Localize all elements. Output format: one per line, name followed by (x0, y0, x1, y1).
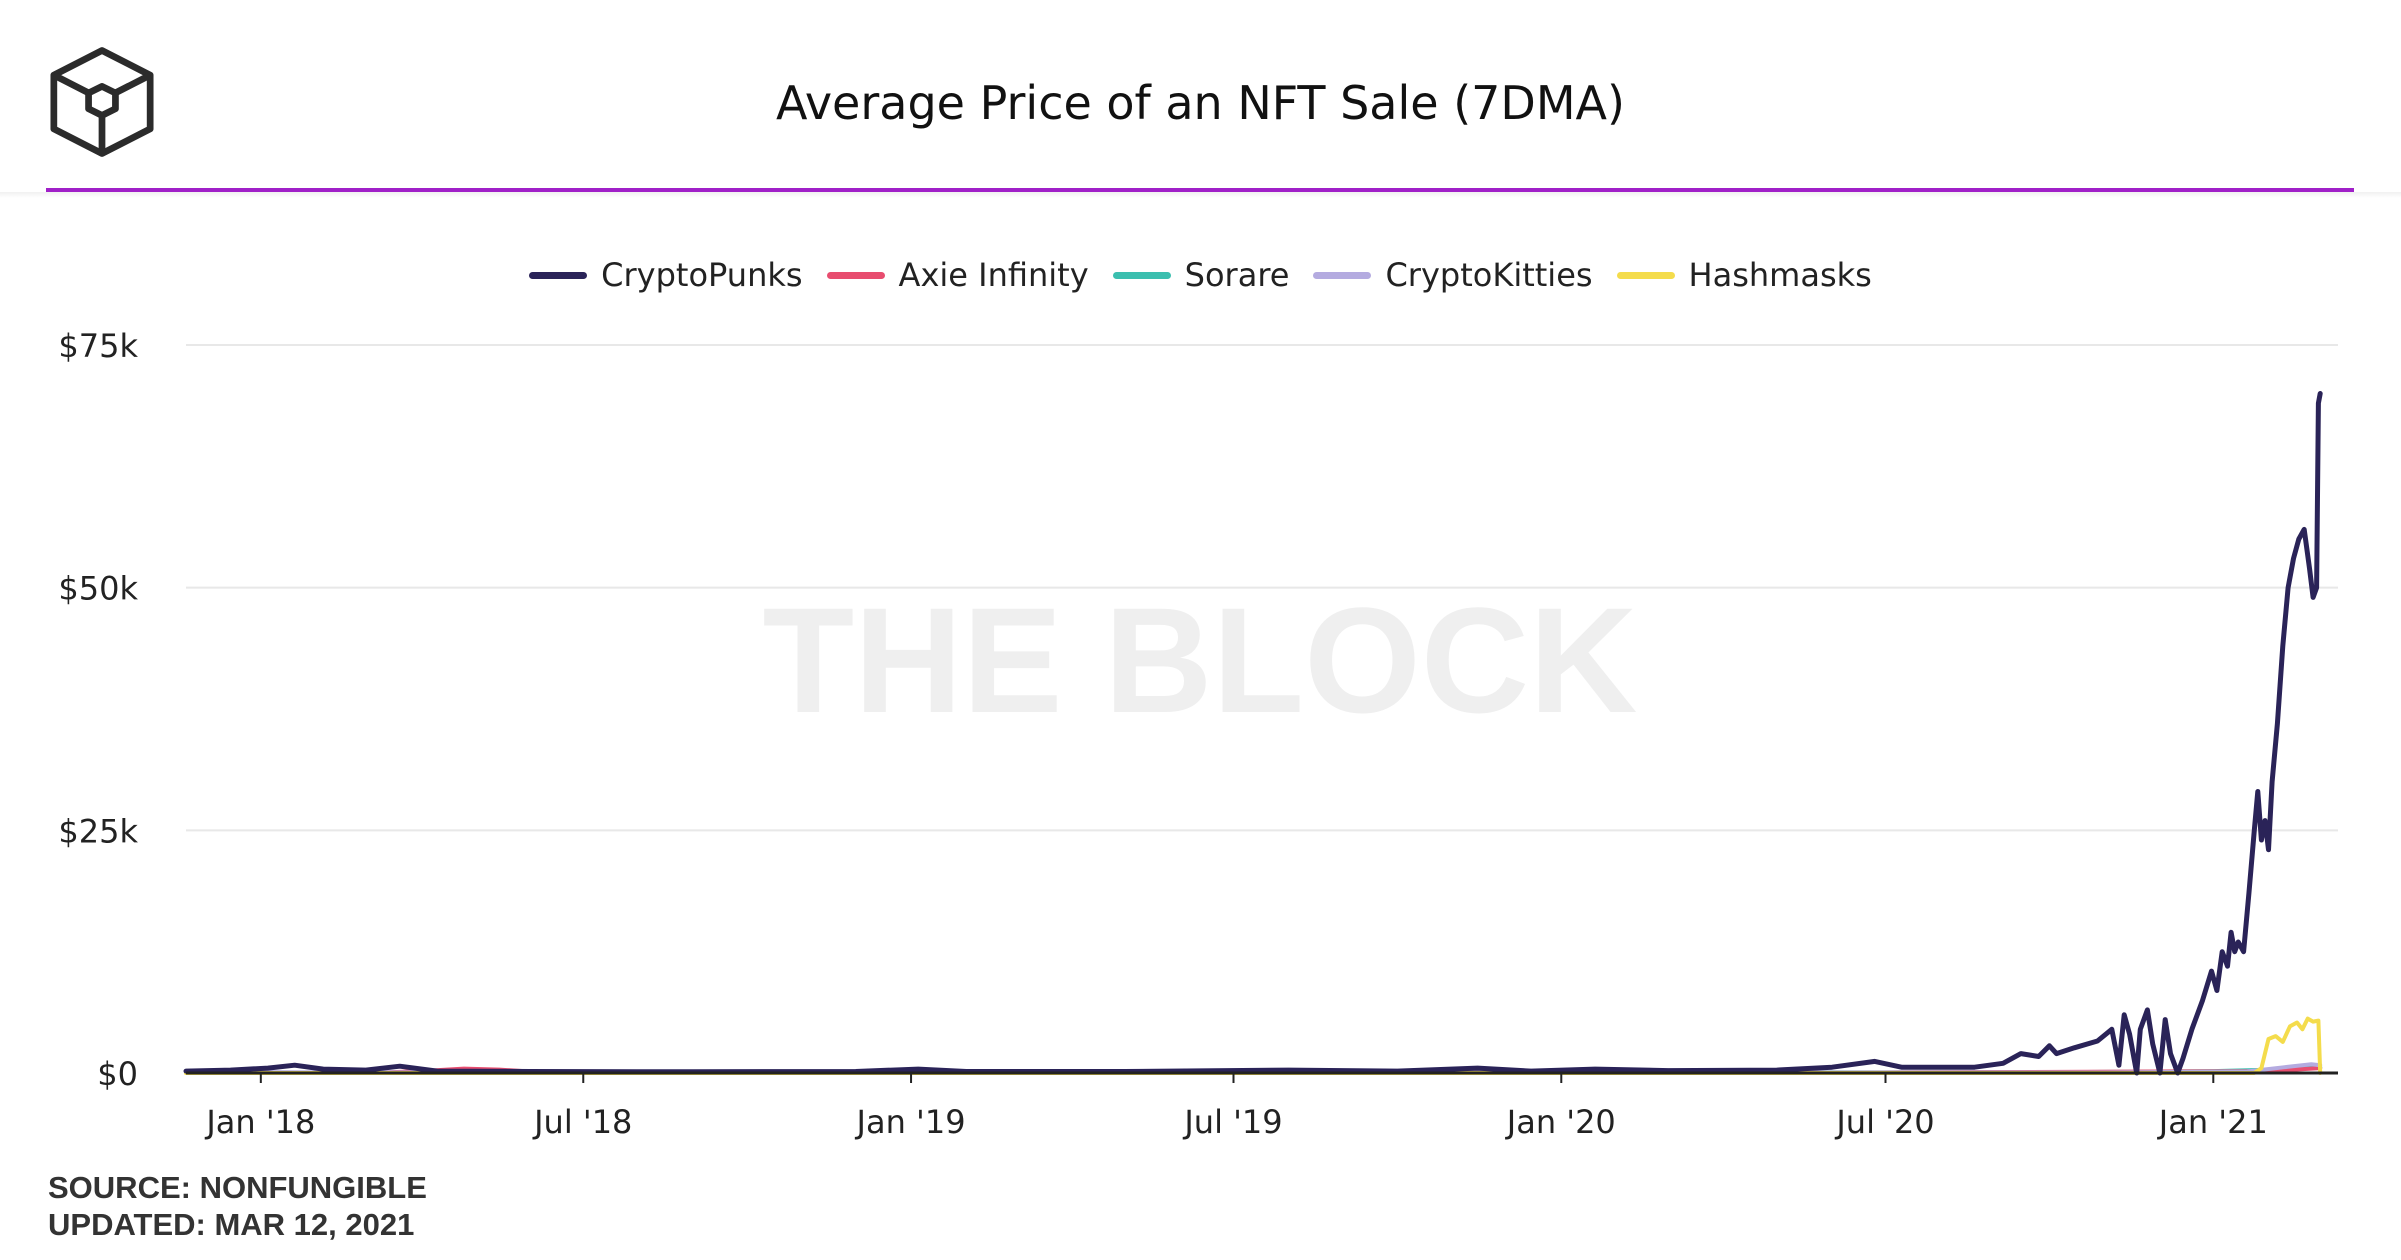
legend-item-hashmasks[interactable]: Hashmasks (1616, 256, 1872, 294)
legend-label-hashmasks: Hashmasks (1688, 256, 1872, 294)
legend-item-axie-infinity[interactable]: Axie Infinity (826, 256, 1089, 294)
watermark: THE BLOCK (763, 576, 1638, 744)
y-tick-label: $0 (97, 1055, 138, 1093)
x-tick-label: Jan '20 (1505, 1103, 1616, 1141)
legend-swatch-cryptokitties (1313, 271, 1372, 279)
legend-swatch-sorare (1112, 271, 1171, 279)
chart-legend: CryptoPunks Axie Infinity Sorare CryptoK… (0, 256, 2401, 294)
chart-title: Average Price of an NFT Sale (7DMA) (776, 76, 1625, 130)
the-block-cube-logo-icon (50, 47, 154, 157)
source-note: SOURCE: NONFUNGIBLE (48, 1170, 427, 1205)
series-line-hashmasks (184, 1016, 2323, 1075)
x-tick-label: Jan '21 (2157, 1103, 2268, 1141)
legend-item-cryptokitties[interactable]: CryptoKitties (1313, 256, 1593, 294)
legend-swatch-axie-infinity (826, 271, 885, 279)
legend-swatch-cryptopunks (529, 271, 588, 279)
updated-note: UPDATED: MAR 12, 2021 (48, 1207, 415, 1242)
y-tick-label: $25k (58, 812, 138, 850)
y-tick-label: $75k (58, 327, 138, 365)
legend-label-sorare: Sorare (1184, 256, 1290, 294)
header-shadow (0, 192, 2401, 198)
legend-label-axie-infinity: Axie Infinity (898, 256, 1089, 294)
legend-swatch-hashmasks (1616, 271, 1675, 279)
x-tick-label: Jul '18 (532, 1103, 632, 1141)
x-tick-label: Jul '19 (1182, 1103, 1282, 1141)
legend-label-cryptopunks: CryptoPunks (601, 256, 803, 294)
header-divider (46, 188, 2354, 192)
y-tick-label: $50k (58, 570, 138, 608)
x-tick-label: Jan '18 (204, 1103, 315, 1141)
legend-item-cryptopunks[interactable]: CryptoPunks (529, 256, 803, 294)
x-tick-label: Jul '20 (1834, 1103, 1934, 1141)
legend-item-sorare[interactable]: Sorare (1112, 256, 1290, 294)
legend-label-cryptokitties: CryptoKitties (1385, 256, 1593, 294)
x-tick-label: Jan '19 (855, 1103, 966, 1141)
